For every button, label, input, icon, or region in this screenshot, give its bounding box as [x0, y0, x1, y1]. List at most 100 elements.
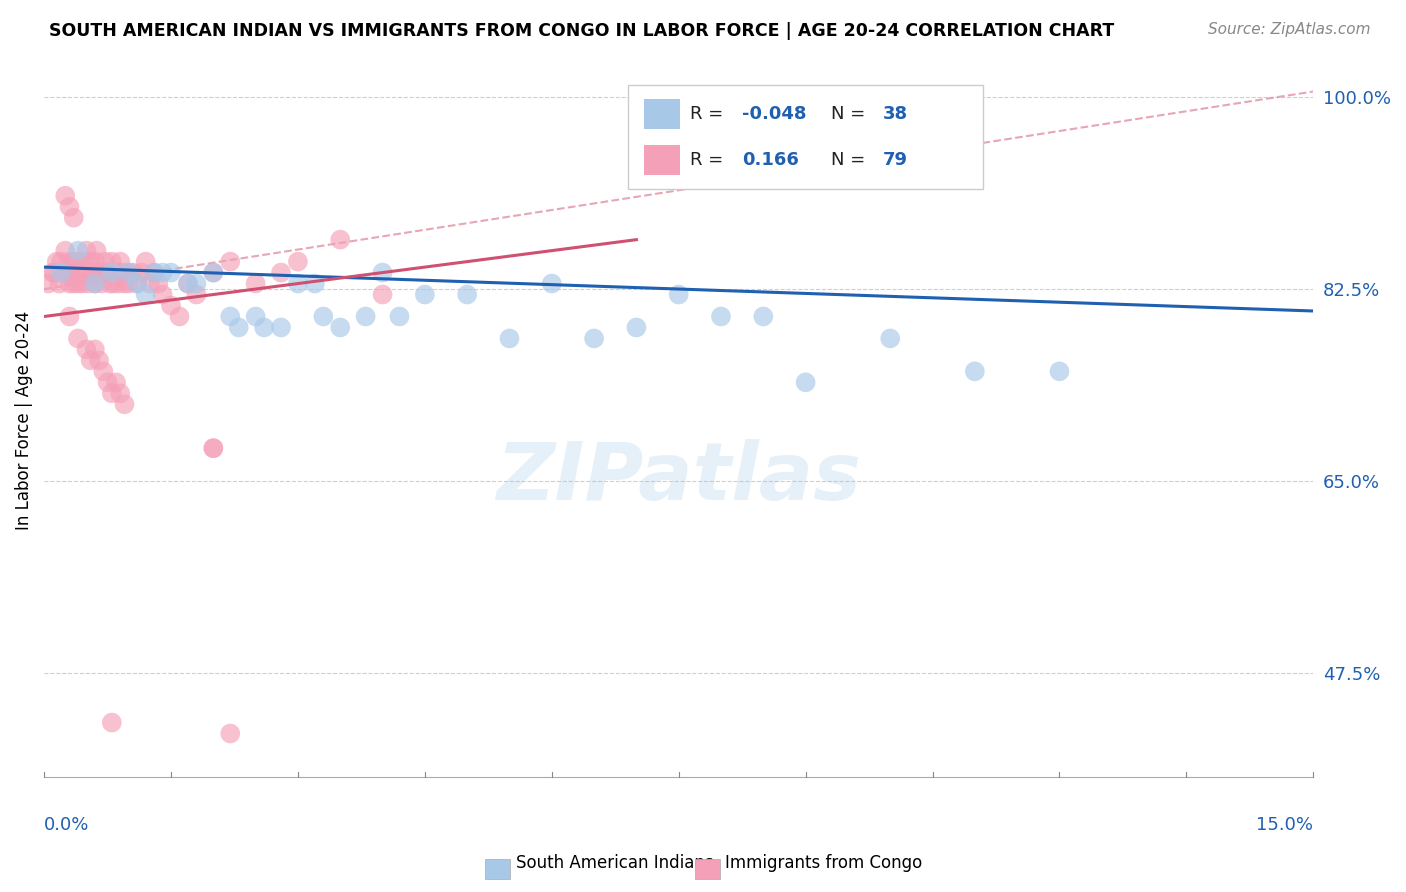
Point: [110, 254, 132, 268]
Point: [202, 266, 225, 280]
Point: [45, 254, 67, 268]
FancyBboxPatch shape: [644, 99, 681, 129]
Point: [219, 726, 242, 740]
Point: [118, 277, 141, 291]
Point: [963, 364, 986, 378]
Point: [135, 287, 157, 301]
Text: Source: ZipAtlas.com: Source: ZipAtlas.com: [1208, 22, 1371, 37]
Point: [111, 266, 134, 280]
Point: [94, 254, 117, 268]
Point: [186, 277, 208, 291]
Point: [139, 277, 162, 291]
Point: [53, 244, 76, 258]
Point: [52, 266, 75, 280]
Point: [287, 254, 309, 268]
Point: [710, 310, 733, 324]
Point: [73, 254, 96, 268]
Point: [160, 298, 183, 312]
Point: [186, 287, 208, 301]
Point: [75, 343, 97, 357]
Point: [101, 254, 124, 268]
Point: [65, 266, 87, 280]
Point: [794, 376, 817, 390]
Text: Immigrants from Congo: Immigrants from Congo: [725, 855, 922, 872]
Point: [83, 254, 105, 268]
Point: [98, 277, 121, 291]
Point: [91, 364, 114, 378]
Point: [91, 266, 114, 280]
Text: 0.166: 0.166: [742, 152, 799, 169]
Point: [90, 277, 112, 291]
Point: [110, 386, 132, 401]
Point: [105, 376, 128, 390]
Point: [160, 266, 183, 280]
Point: [169, 310, 191, 324]
Point: [58, 310, 80, 324]
Point: [79, 254, 101, 268]
Point: [287, 277, 309, 291]
Point: [103, 277, 125, 291]
Point: [152, 266, 174, 280]
Point: [56, 266, 79, 280]
Point: [53, 188, 76, 202]
Point: [245, 277, 267, 291]
Point: [879, 331, 901, 345]
Text: South American Indians: South American Indians: [516, 855, 714, 872]
Point: [540, 277, 562, 291]
Point: [371, 266, 394, 280]
Text: 15.0%: 15.0%: [1257, 816, 1313, 834]
Y-axis label: In Labor Force | Age 20-24: In Labor Force | Age 20-24: [15, 311, 32, 531]
Point: [202, 266, 225, 280]
Point: [148, 277, 170, 291]
Point: [58, 200, 80, 214]
Point: [143, 266, 166, 280]
Point: [101, 386, 124, 401]
Point: [329, 320, 352, 334]
Point: [177, 277, 200, 291]
Text: R =: R =: [690, 105, 730, 123]
Point: [127, 277, 149, 291]
Point: [668, 287, 690, 301]
Point: [83, 277, 105, 291]
Point: [114, 277, 136, 291]
Point: [122, 266, 145, 280]
Point: [270, 266, 292, 280]
Point: [48, 277, 70, 291]
Point: [152, 287, 174, 301]
Text: -0.048: -0.048: [742, 105, 807, 123]
Point: [83, 343, 105, 357]
Point: [62, 254, 84, 268]
Point: [75, 244, 97, 258]
Point: [49, 254, 72, 268]
Point: [44, 266, 66, 280]
Text: 79: 79: [883, 152, 908, 169]
Point: [66, 244, 89, 258]
Point: [101, 266, 124, 280]
Point: [245, 310, 267, 324]
Point: [77, 277, 100, 291]
Point: [202, 441, 225, 455]
Point: [354, 310, 377, 324]
Point: [202, 441, 225, 455]
Text: N =: N =: [831, 105, 870, 123]
Point: [86, 244, 108, 258]
Point: [79, 353, 101, 368]
Point: [87, 266, 110, 280]
Point: [75, 266, 97, 280]
Point: [107, 277, 129, 291]
Point: [413, 287, 436, 301]
Point: [37, 277, 59, 291]
Point: [143, 266, 166, 280]
Point: [135, 254, 157, 268]
Point: [456, 287, 478, 301]
Point: [177, 277, 200, 291]
Point: [83, 277, 105, 291]
Text: 38: 38: [883, 105, 908, 123]
Point: [58, 254, 80, 268]
Point: [101, 715, 124, 730]
Point: [41, 266, 63, 280]
Text: R =: R =: [690, 152, 730, 169]
Text: 0.0%: 0.0%: [44, 816, 90, 834]
Point: [97, 266, 120, 280]
Text: SOUTH AMERICAN INDIAN VS IMMIGRANTS FROM CONGO IN LABOR FORCE | AGE 20-24 CORREL: SOUTH AMERICAN INDIAN VS IMMIGRANTS FROM…: [49, 22, 1115, 40]
